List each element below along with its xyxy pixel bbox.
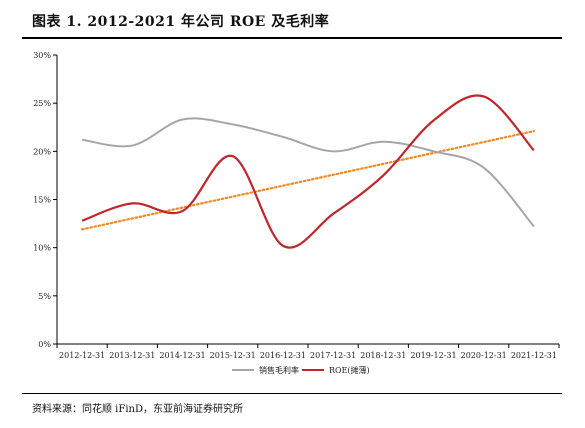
y-tick-label: 20% <box>33 147 51 156</box>
x-tick-label: 2015-12-31 <box>210 351 256 360</box>
roe-trendline <box>80 130 536 231</box>
figure-title: 图表 1. 2012-2021 年公司 ROE 及毛利率 <box>32 14 330 30</box>
legend-label: ROE(摊薄) <box>329 365 370 375</box>
x-tick-label: 2017-12-31 <box>310 351 356 360</box>
top-rule <box>22 37 562 39</box>
x-tick-label: 2018-12-31 <box>360 351 406 360</box>
bottom-rule <box>22 393 562 394</box>
y-tick-label: 0% <box>38 340 51 349</box>
x-tick-label: 2013-12-31 <box>109 351 155 360</box>
y-tick-label: 10% <box>33 244 51 253</box>
roe-line <box>81 94 535 249</box>
chart-legend: 销售毛利率 ROE(摊薄) <box>232 365 370 375</box>
legend-label: 销售毛利率 <box>259 365 299 375</box>
gross-margin-line <box>81 117 535 228</box>
y-tick-label: 25% <box>33 99 51 108</box>
x-tick-label: 2012-12-31 <box>59 351 105 360</box>
x-tick-label: 2014-12-31 <box>159 351 205 360</box>
chart-lines <box>80 94 536 249</box>
chart-ticks: 0% 5% 10% 15% 20% 25% 30% 2012-12-31 2013-12-31 2… <box>33 51 560 360</box>
x-tick-label: 2019-12-31 <box>410 351 456 360</box>
chart-axes <box>56 55 559 345</box>
y-tick-label: 15% <box>33 196 51 205</box>
x-tick-label: 2021-12-31 <box>511 351 557 360</box>
y-tick-label: 30% <box>33 51 51 60</box>
x-tick-label: 2016-12-31 <box>260 351 306 360</box>
source-note: 资料来源：同花顺 iFinD，东亚前海证券研究所 <box>32 404 243 415</box>
x-tick-label: 2020-12-31 <box>461 351 507 360</box>
y-tick-label: 5% <box>38 292 51 301</box>
